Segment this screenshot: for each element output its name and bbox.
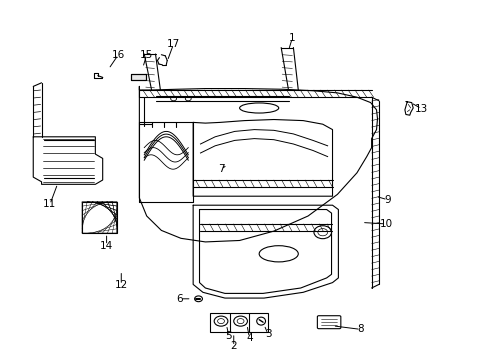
Text: 8: 8 (357, 324, 364, 334)
Bar (82, 202, 117, 233)
Text: 6: 6 (176, 294, 183, 304)
Text: 1: 1 (288, 33, 295, 43)
Text: 10: 10 (379, 219, 392, 229)
Text: 13: 13 (414, 104, 427, 114)
Text: 3: 3 (264, 329, 271, 339)
Text: 12: 12 (114, 280, 128, 290)
Bar (210, 313, 267, 332)
Text: 14: 14 (100, 240, 113, 251)
Text: 2: 2 (230, 341, 237, 351)
Text: 9: 9 (384, 195, 390, 205)
FancyBboxPatch shape (131, 74, 145, 80)
Text: 7: 7 (217, 164, 224, 174)
Text: 11: 11 (43, 199, 57, 210)
Text: 4: 4 (245, 333, 252, 343)
Text: 17: 17 (166, 39, 180, 49)
Text: 15: 15 (140, 50, 153, 60)
Text: 5: 5 (225, 331, 232, 341)
Text: 16: 16 (111, 50, 125, 60)
